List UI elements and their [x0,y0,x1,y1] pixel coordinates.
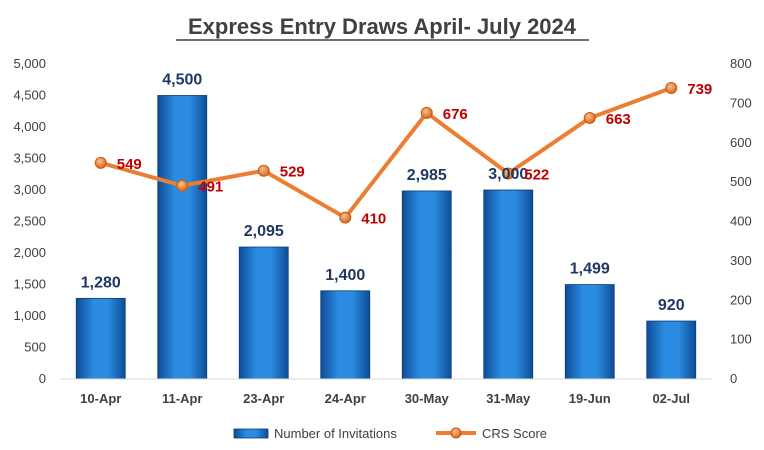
bar-data-label: 1,280 [81,274,121,291]
line-data-label: 491 [198,179,223,196]
bar-invitations [564,284,615,380]
legend-marker-crs [450,427,462,439]
bar-invitations [320,290,371,380]
bar-invitations [483,189,534,380]
left-axis-tick-label: 1,000 [13,308,46,323]
line-data-label: 549 [117,156,142,173]
line-data-label: 676 [443,106,468,123]
right-axis-tick-label: 800 [730,56,752,71]
crs-score-point [176,179,189,192]
legend-swatch-invitations [233,428,269,439]
left-axis-tick-label: 4,000 [13,119,46,134]
right-axis-tick-label: 500 [730,174,752,189]
right-axis-tick-label: 100 [730,332,752,347]
crs-score-point [257,164,270,177]
bar-data-label: 1,400 [325,267,365,284]
line-data-label: 410 [361,211,386,228]
bar-data-label: 1,499 [570,261,610,278]
left-axis-tick-label: 3,000 [13,182,46,197]
bar-invitations [157,95,208,380]
bar-invitations [75,297,126,380]
line-data-label: 739 [687,81,712,98]
x-axis-category-label: 30-May [405,391,450,406]
x-axis-category-label: 31-May [486,391,531,406]
left-axis-tick-label: 500 [24,340,46,355]
left-axis-tick-label: 4,500 [13,88,46,103]
line-data-label: 529 [280,164,305,181]
line-data-label: 522 [524,166,549,183]
bar-invitations [238,246,289,380]
left-axis-tick-label: 2,500 [13,214,46,229]
left-axis-tick-label: 2,000 [13,245,46,260]
crs-score-line [100,86,672,220]
crs-score-point [583,111,596,124]
crs-score-point [94,156,107,169]
crs-score-point [665,82,678,95]
crs-score-point [502,167,515,180]
right-axis-tick-label: 600 [730,135,752,150]
bar-data-label: 2,095 [244,223,284,240]
line-data-label: 663 [606,111,631,128]
bar-data-label: 4,500 [162,72,202,89]
bar-data-label: 3,000 [488,166,528,183]
right-axis-tick-label: 400 [730,214,752,229]
right-axis-tick-label: 300 [730,253,752,268]
x-axis-category-label: 19-Jun [569,391,611,406]
x-axis-category-label: 10-Apr [80,391,121,406]
x-axis-category-label: 23-Apr [243,391,284,406]
bar-invitations [646,320,697,380]
crs-score-point [420,106,433,119]
bar-data-label: 920 [658,297,685,314]
left-axis-tick-label: 3,500 [13,151,46,166]
x-axis-category-label: 11-Apr [162,391,202,406]
left-axis-tick-label: 5,000 [13,56,46,71]
legend-label-invitations: Number of Invitations [274,426,397,441]
left-axis-tick-label: 1,500 [13,277,46,292]
right-axis-tick-label: 700 [730,95,752,110]
crs-score-point [339,211,352,224]
right-axis-tick-label: 0 [730,371,737,386]
right-axis-tick-label: 200 [730,292,752,307]
x-axis-category-label: 02-Jul [652,391,690,406]
x-axis-category-label: 24-Apr [325,391,366,406]
legend-label-crs: CRS Score [482,426,547,441]
bar-data-label: 2,985 [407,167,447,184]
chart-title: Express Entry Draws April- July 2024 [188,14,577,39]
left-axis-tick-label: 0 [39,371,46,386]
bar-invitations [401,190,452,380]
